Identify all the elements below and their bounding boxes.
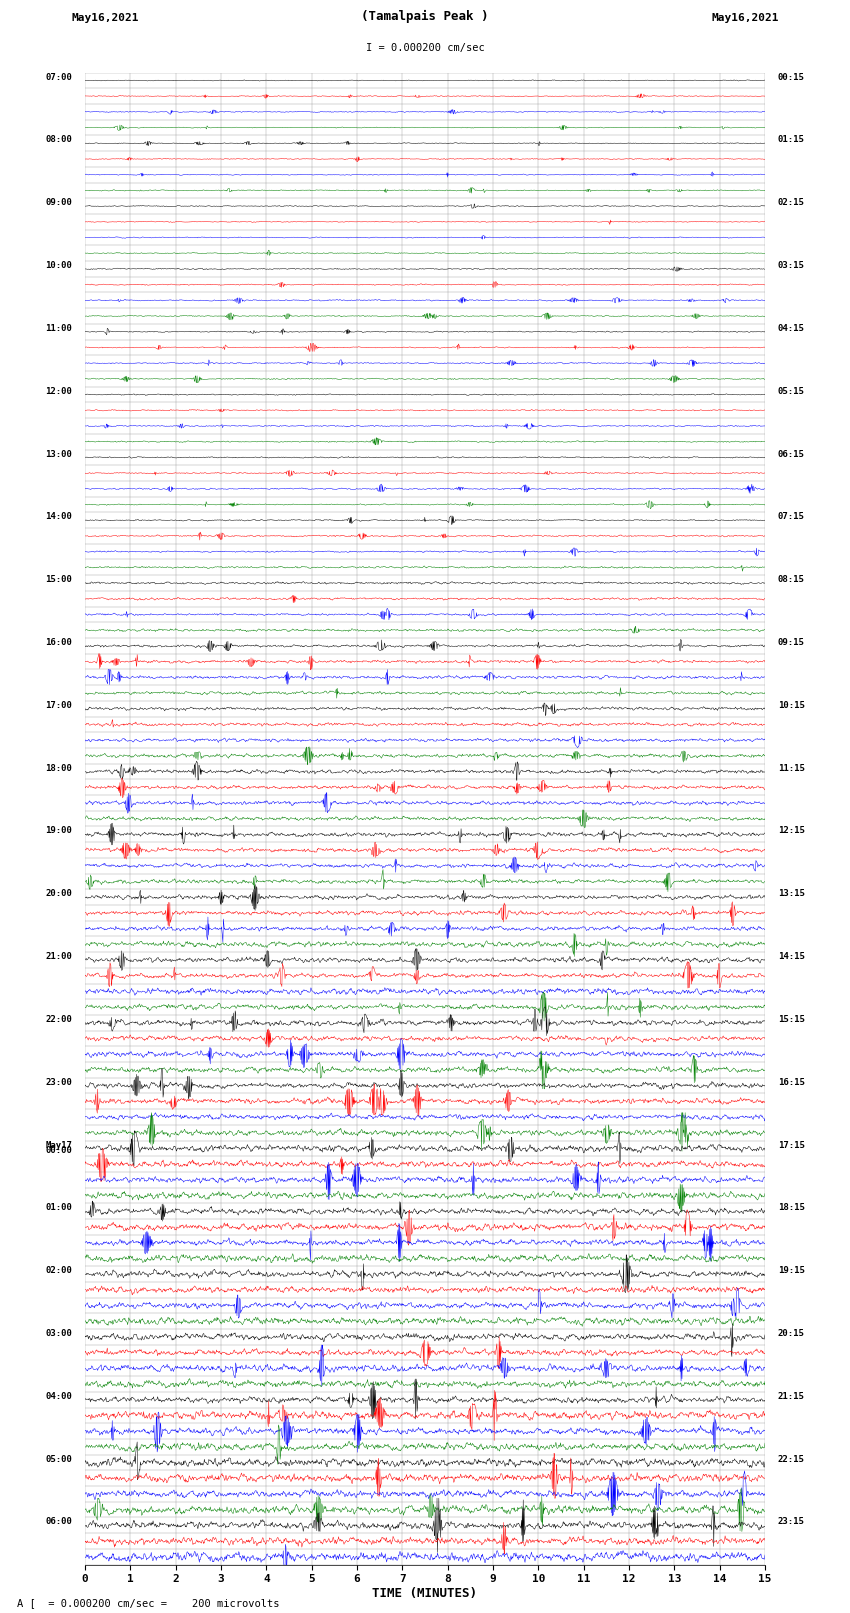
Text: (Tamalpais Peak ): (Tamalpais Peak ) (361, 10, 489, 23)
Text: 04:15: 04:15 (778, 324, 805, 332)
Text: 10:00: 10:00 (45, 261, 72, 269)
Text: 08:15: 08:15 (778, 576, 805, 584)
Text: 09:15: 09:15 (778, 639, 805, 647)
Text: 22:00: 22:00 (45, 1015, 72, 1024)
Text: 20:00: 20:00 (45, 889, 72, 898)
Text: 17:00: 17:00 (45, 700, 72, 710)
Text: 23:15: 23:15 (778, 1518, 805, 1526)
Text: 01:15: 01:15 (778, 135, 805, 145)
Text: 11:15: 11:15 (778, 763, 805, 773)
Text: 00:00: 00:00 (45, 1147, 72, 1155)
Text: May16,2021: May16,2021 (711, 13, 779, 23)
Text: 02:00: 02:00 (45, 1266, 72, 1276)
Text: 19:15: 19:15 (778, 1266, 805, 1276)
Text: 09:00: 09:00 (45, 198, 72, 206)
Text: I = 0.000200 cm/sec: I = 0.000200 cm/sec (366, 44, 484, 53)
Text: 06:00: 06:00 (45, 1518, 72, 1526)
Text: 12:00: 12:00 (45, 387, 72, 395)
Text: 03:00: 03:00 (45, 1329, 72, 1339)
Text: 08:00: 08:00 (45, 135, 72, 145)
Text: 06:15: 06:15 (778, 450, 805, 458)
Text: 15:15: 15:15 (778, 1015, 805, 1024)
Text: 03:15: 03:15 (778, 261, 805, 269)
Text: 18:00: 18:00 (45, 763, 72, 773)
Text: 19:00: 19:00 (45, 826, 72, 836)
Text: 02:15: 02:15 (778, 198, 805, 206)
X-axis label: TIME (MINUTES): TIME (MINUTES) (372, 1587, 478, 1600)
Text: 10:15: 10:15 (778, 700, 805, 710)
Text: 23:00: 23:00 (45, 1077, 72, 1087)
Text: A [  = 0.000200 cm/sec =    200 microvolts: A [ = 0.000200 cm/sec = 200 microvolts (17, 1598, 280, 1608)
Text: 01:00: 01:00 (45, 1203, 72, 1213)
Text: 22:15: 22:15 (778, 1455, 805, 1463)
Text: 00:15: 00:15 (778, 73, 805, 82)
Text: 07:15: 07:15 (778, 513, 805, 521)
Text: 18:15: 18:15 (778, 1203, 805, 1213)
Text: 16:00: 16:00 (45, 639, 72, 647)
Text: 20:15: 20:15 (778, 1329, 805, 1339)
Text: 15:00: 15:00 (45, 576, 72, 584)
Text: 07:00: 07:00 (45, 73, 72, 82)
Text: 21:00: 21:00 (45, 952, 72, 961)
Text: 05:00: 05:00 (45, 1455, 72, 1463)
Text: May16,2021: May16,2021 (71, 13, 139, 23)
Text: 14:00: 14:00 (45, 513, 72, 521)
Text: 16:15: 16:15 (778, 1077, 805, 1087)
Text: May17: May17 (45, 1140, 72, 1150)
Text: 05:15: 05:15 (778, 387, 805, 395)
Text: 13:15: 13:15 (778, 889, 805, 898)
Text: 11:00: 11:00 (45, 324, 72, 332)
Text: 12:15: 12:15 (778, 826, 805, 836)
Text: 04:00: 04:00 (45, 1392, 72, 1400)
Text: 14:15: 14:15 (778, 952, 805, 961)
Text: 17:15: 17:15 (778, 1140, 805, 1150)
Text: 21:15: 21:15 (778, 1392, 805, 1400)
Text: 13:00: 13:00 (45, 450, 72, 458)
